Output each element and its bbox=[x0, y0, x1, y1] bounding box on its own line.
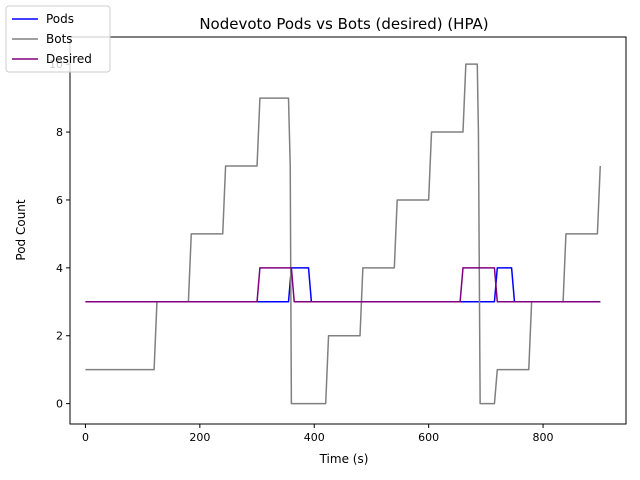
y-tick-label: 2 bbox=[56, 330, 63, 343]
y-tick-label: 4 bbox=[56, 262, 63, 275]
series-line-bots bbox=[85, 63, 602, 405]
y-tick-label: 0 bbox=[56, 398, 63, 411]
y-tick-label: 8 bbox=[56, 126, 63, 139]
x-tick-label: 200 bbox=[189, 431, 210, 444]
legend-label-desired: Desired bbox=[46, 52, 92, 66]
y-tick-label: 6 bbox=[56, 194, 63, 207]
y-axis-label: Pod Count bbox=[14, 199, 28, 261]
ticks: 02004006008000246810 bbox=[49, 58, 554, 444]
legend: Pods Bots Desired bbox=[5, 5, 111, 73]
legend-label-bots: Bots bbox=[46, 32, 73, 46]
series-line-desired bbox=[85, 267, 601, 303]
axes-frame bbox=[69, 36, 627, 425]
legend-box bbox=[5, 5, 111, 73]
x-tick-label: 800 bbox=[533, 431, 554, 444]
x-tick-label: 0 bbox=[82, 431, 89, 444]
x-axis-label: Time (s) bbox=[319, 452, 369, 466]
x-tick-label: 600 bbox=[418, 431, 439, 444]
plot-area bbox=[85, 63, 602, 405]
chart-title: Nodevoto Pods vs Bots (desired) (HPA) bbox=[199, 15, 488, 33]
x-tick-label: 400 bbox=[304, 431, 325, 444]
legend-label-pods: Pods bbox=[46, 12, 74, 26]
